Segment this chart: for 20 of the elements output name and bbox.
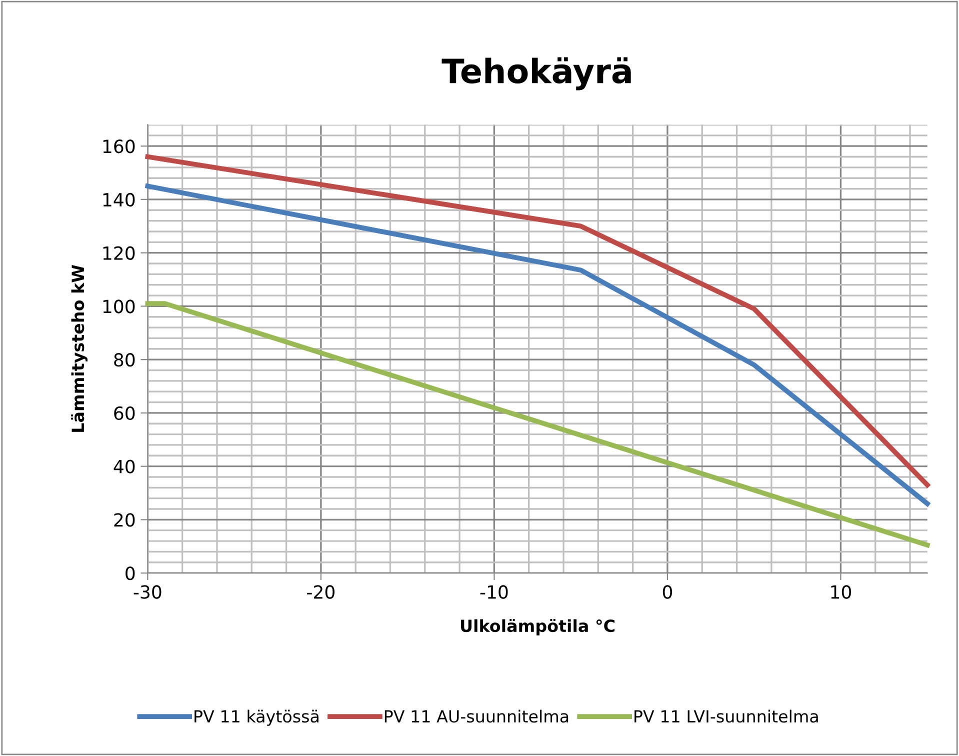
y-tick-label: 100 <box>103 300 135 314</box>
y-tick-label: 0 <box>126 566 135 580</box>
y-axis-title: Lämmitysteho kW <box>71 264 88 432</box>
x-tick-label: -10 <box>480 585 508 599</box>
y-tick-label: 20 <box>114 513 135 527</box>
y-tick-label: 60 <box>114 406 135 420</box>
legend-label: PV 11 AU-suunnitelma <box>384 710 568 723</box>
y-tick-label: 160 <box>103 140 135 154</box>
y-tick-label: 40 <box>114 460 135 474</box>
y-tick-label: 80 <box>114 353 135 367</box>
y-tick-label: 120 <box>103 246 135 260</box>
x-axis-title: Ulkolämpötila °C <box>461 618 614 636</box>
x-tick-label: 0 <box>662 585 672 599</box>
legend-label: PV 11 LVI-suunnitelma <box>634 710 818 723</box>
x-tick-label: 10 <box>831 585 852 599</box>
y-tick-label: 140 <box>103 192 135 207</box>
chart-title: Tehokäyrä <box>442 57 631 90</box>
x-tick-label: -20 <box>307 585 334 599</box>
legend-label: PV 11 käytössä <box>194 710 318 726</box>
x-tick-label: -30 <box>134 585 162 599</box>
